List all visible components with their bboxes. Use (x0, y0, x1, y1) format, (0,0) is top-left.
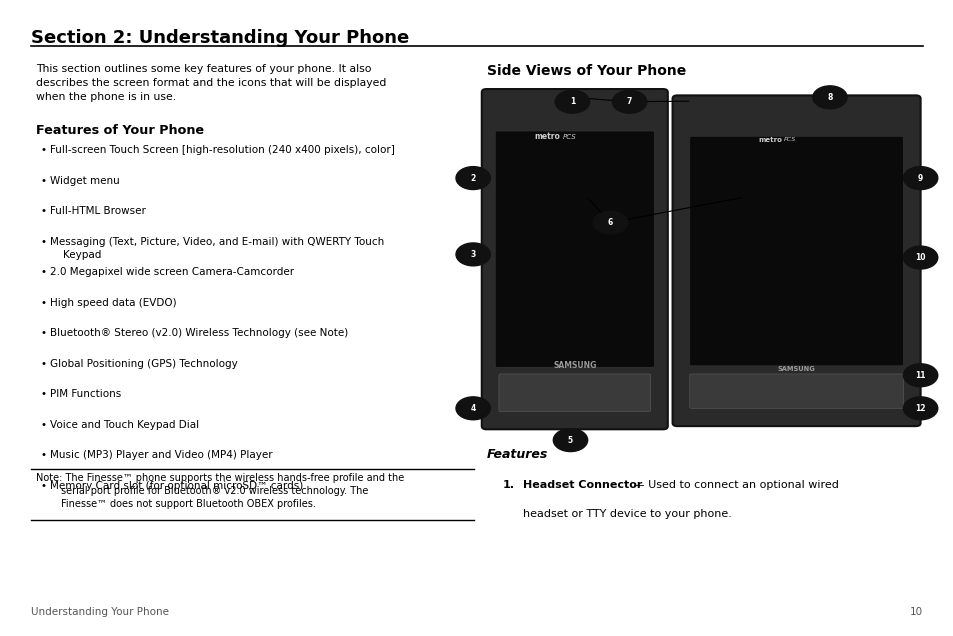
Text: metro: metro (758, 137, 781, 143)
Circle shape (456, 397, 490, 420)
Text: Features: Features (486, 448, 547, 461)
Text: Voice and Touch Keypad Dial: Voice and Touch Keypad Dial (50, 420, 198, 430)
Text: 10: 10 (908, 607, 922, 617)
Text: 3: 3 (470, 250, 476, 259)
Text: 5: 5 (567, 436, 573, 445)
Text: This section outlines some key features of your phone. It also
describes the scr: This section outlines some key features … (36, 64, 386, 102)
Text: 9: 9 (917, 174, 923, 183)
Text: 10: 10 (914, 253, 925, 262)
Text: •: • (40, 237, 46, 247)
Circle shape (593, 211, 627, 234)
Text: •: • (40, 389, 46, 399)
Text: — Used to connect an optional wired: — Used to connect an optional wired (629, 480, 838, 490)
Text: High speed data (EVDO): High speed data (EVDO) (50, 298, 176, 308)
Text: Full-screen Touch Screen [high-resolution (240 x400 pixels), color]: Full-screen Touch Screen [high-resolutio… (50, 145, 395, 155)
Circle shape (553, 429, 587, 452)
Text: •: • (40, 420, 46, 430)
FancyBboxPatch shape (689, 136, 902, 366)
Text: metro: metro (534, 132, 559, 141)
Circle shape (902, 167, 937, 190)
Text: •: • (40, 328, 46, 338)
Text: 1: 1 (569, 97, 575, 106)
Text: Headset Connector: Headset Connector (522, 480, 641, 490)
Text: Memory Card slot (for optional microSD™ cards): Memory Card slot (for optional microSD™ … (50, 481, 302, 491)
Text: Features of Your Phone: Features of Your Phone (36, 124, 204, 137)
Text: 11: 11 (914, 371, 925, 380)
Text: PIM Functions: PIM Functions (50, 389, 121, 399)
Text: PCS: PCS (783, 137, 796, 142)
Text: •: • (40, 298, 46, 308)
Text: •: • (40, 145, 46, 155)
FancyBboxPatch shape (495, 131, 654, 368)
Circle shape (902, 364, 937, 387)
Circle shape (456, 167, 490, 190)
Text: 4: 4 (470, 404, 476, 413)
Text: 8: 8 (826, 93, 832, 102)
Text: •: • (40, 176, 46, 186)
FancyBboxPatch shape (689, 374, 902, 408)
Circle shape (555, 90, 589, 113)
Circle shape (612, 90, 646, 113)
Text: 6: 6 (607, 218, 613, 227)
Text: Full-HTML Browser: Full-HTML Browser (50, 206, 145, 216)
Text: Side Views of Your Phone: Side Views of Your Phone (486, 64, 685, 78)
Text: Note: The Finesse™ phone supports the wireless hands-free profile and the
      : Note: The Finesse™ phone supports the wi… (36, 473, 404, 509)
Text: 12: 12 (914, 404, 925, 413)
Circle shape (902, 246, 937, 269)
Text: SAMSUNG: SAMSUNG (553, 361, 596, 370)
Text: •: • (40, 359, 46, 369)
Text: headset or TTY device to your phone.: headset or TTY device to your phone. (522, 509, 731, 519)
Text: 1.: 1. (502, 480, 515, 490)
Text: •: • (40, 206, 46, 216)
Text: PCS: PCS (561, 134, 576, 140)
Text: Understanding Your Phone: Understanding Your Phone (31, 607, 170, 617)
Text: 2: 2 (470, 174, 476, 183)
Text: 7: 7 (626, 97, 632, 106)
Text: 2.0 Megapixel wide screen Camera-Camcorder: 2.0 Megapixel wide screen Camera-Camcord… (50, 267, 294, 277)
Circle shape (902, 397, 937, 420)
Circle shape (812, 86, 846, 109)
FancyBboxPatch shape (481, 89, 667, 429)
FancyBboxPatch shape (498, 374, 650, 411)
Text: •: • (40, 481, 46, 491)
Text: •: • (40, 267, 46, 277)
Text: Bluetooth® Stereo (v2.0) Wireless Technology (see Note): Bluetooth® Stereo (v2.0) Wireless Techno… (50, 328, 348, 338)
Text: Widget menu: Widget menu (50, 176, 119, 186)
FancyBboxPatch shape (672, 95, 920, 426)
Text: SAMSUNG: SAMSUNG (777, 366, 815, 372)
Text: Section 2: Understanding Your Phone: Section 2: Understanding Your Phone (31, 29, 409, 46)
Text: Global Positioning (GPS) Technology: Global Positioning (GPS) Technology (50, 359, 237, 369)
Text: •: • (40, 450, 46, 460)
Circle shape (456, 243, 490, 266)
Text: Messaging (Text, Picture, Video, and E-mail) with QWERTY Touch
    Keypad: Messaging (Text, Picture, Video, and E-m… (50, 237, 383, 259)
Text: Music (MP3) Player and Video (MP4) Player: Music (MP3) Player and Video (MP4) Playe… (50, 450, 272, 460)
